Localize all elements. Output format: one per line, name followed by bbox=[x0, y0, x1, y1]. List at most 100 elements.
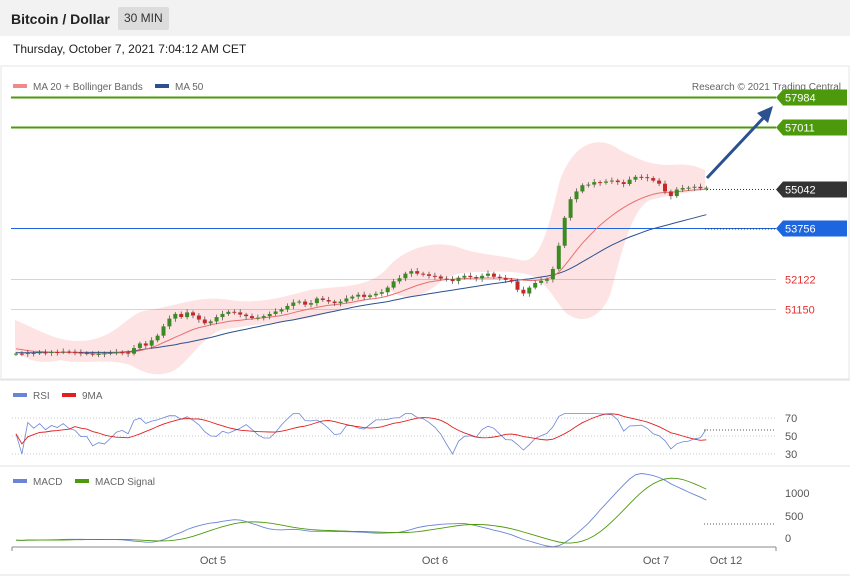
candle-body bbox=[592, 182, 597, 185]
macd-legend-label: MACD bbox=[33, 477, 62, 488]
candle-body bbox=[421, 273, 426, 275]
candle-body bbox=[338, 301, 343, 304]
candle-body bbox=[31, 352, 36, 354]
candle-body bbox=[90, 353, 95, 355]
candle-body bbox=[545, 279, 549, 281]
candle-body bbox=[698, 186, 703, 189]
legend-swatch-ma20 bbox=[13, 84, 27, 88]
candle-body bbox=[244, 314, 249, 317]
candle-body bbox=[155, 335, 160, 341]
candle-body bbox=[598, 182, 603, 184]
legend-label-ma50: MA 50 bbox=[175, 82, 204, 93]
candle-body bbox=[515, 281, 520, 290]
level-label-53756: 53756 bbox=[785, 224, 816, 236]
candle-body bbox=[273, 311, 278, 314]
macd-tick-1000: 1000 bbox=[785, 488, 809, 500]
candle-body bbox=[167, 318, 172, 327]
candle-body bbox=[332, 301, 337, 304]
candle-body bbox=[562, 217, 567, 246]
macd-tick-500: 500 bbox=[785, 511, 803, 523]
candle-body bbox=[267, 313, 272, 317]
candle-body bbox=[43, 352, 48, 354]
macd-signal-legend-swatch bbox=[75, 479, 89, 483]
candle-body bbox=[474, 277, 479, 279]
candle-body bbox=[179, 313, 184, 318]
candle-body bbox=[84, 353, 89, 355]
candle-body bbox=[362, 294, 367, 297]
candle-body bbox=[132, 348, 136, 354]
candle-body bbox=[550, 268, 555, 280]
candle-body bbox=[503, 277, 508, 280]
candle-body bbox=[627, 179, 632, 184]
candle-body bbox=[368, 295, 372, 297]
candle-body bbox=[692, 186, 697, 188]
x-label-oct5: Oct 5 bbox=[200, 555, 226, 567]
candle-body bbox=[255, 317, 260, 319]
candle-body bbox=[25, 352, 30, 354]
candle-body bbox=[208, 321, 213, 324]
candle-body bbox=[527, 287, 532, 294]
candle-body bbox=[350, 296, 355, 299]
rsi-tick-30: 30 bbox=[785, 449, 797, 461]
candle-body bbox=[120, 352, 125, 354]
x-label-oct6: Oct 6 bbox=[422, 555, 448, 567]
legend-swatch-ma50 bbox=[155, 84, 169, 88]
chart-datetime: Thursday, October 7, 2021 7:04:12 AM CET bbox=[13, 42, 247, 56]
candle-body bbox=[580, 185, 585, 192]
candle-body bbox=[202, 319, 207, 324]
candle-body bbox=[173, 313, 178, 319]
rsi-line bbox=[15, 413, 707, 455]
candle-body bbox=[409, 271, 414, 274]
candle-body bbox=[379, 292, 384, 294]
candle-body bbox=[509, 279, 514, 282]
candle-body bbox=[686, 187, 691, 189]
level-label-57011: 57011 bbox=[785, 123, 815, 135]
credit-text: Research © 2021 Trading Central bbox=[692, 82, 841, 93]
candle-body bbox=[73, 351, 77, 353]
candle-body bbox=[657, 180, 662, 184]
candle-body bbox=[291, 302, 296, 306]
candle-body bbox=[674, 189, 679, 197]
rsi-tick-50: 50 bbox=[785, 431, 797, 443]
x-label-oct7: Oct 7 bbox=[643, 555, 669, 567]
candle-body bbox=[108, 352, 113, 354]
candle-body bbox=[326, 300, 331, 302]
rsi-legend-swatch bbox=[13, 393, 27, 397]
bollinger-band bbox=[15, 142, 705, 375]
candle-body bbox=[633, 176, 638, 180]
timeframe-button[interactable]: 30 MIN bbox=[118, 7, 169, 30]
candle-body bbox=[297, 301, 302, 303]
level-label-55042: 55042 bbox=[785, 185, 816, 197]
macd-tick-0: 0 bbox=[785, 533, 791, 545]
candle-body bbox=[373, 293, 378, 296]
projection-arrow bbox=[705, 111, 770, 180]
candle-body bbox=[14, 353, 18, 355]
candle-body bbox=[668, 191, 673, 197]
rsi-9ma-legend-swatch bbox=[62, 393, 76, 397]
candle-body bbox=[320, 298, 325, 300]
candle-body bbox=[491, 273, 496, 277]
candle-body bbox=[568, 199, 573, 218]
candle-body bbox=[639, 176, 644, 178]
candle-body bbox=[214, 317, 219, 322]
candle-body bbox=[137, 343, 142, 349]
candle-body bbox=[468, 275, 473, 278]
candle-body bbox=[521, 289, 526, 294]
candle-body bbox=[67, 351, 72, 353]
ma50-line bbox=[16, 214, 707, 354]
level-tag-53756 bbox=[776, 220, 847, 237]
candle-body bbox=[574, 191, 579, 200]
candle-body bbox=[486, 273, 490, 276]
macd-signal-legend-label: MACD Signal bbox=[95, 477, 155, 488]
candle-body bbox=[621, 182, 626, 184]
candle-body bbox=[680, 188, 685, 190]
candle-body bbox=[114, 352, 119, 354]
level-tag-55042 bbox=[776, 181, 847, 198]
legend-label-ma20: MA 20 + Bollinger Bands bbox=[33, 82, 143, 93]
candle-body bbox=[539, 280, 544, 283]
candle-body bbox=[456, 277, 461, 282]
candle-body bbox=[586, 184, 591, 186]
candle-body bbox=[556, 245, 561, 269]
candle-body bbox=[651, 178, 656, 181]
